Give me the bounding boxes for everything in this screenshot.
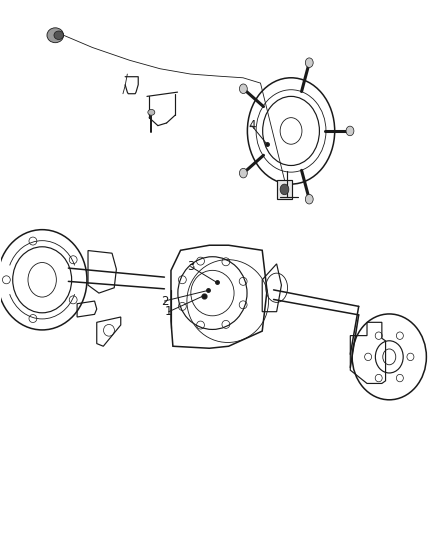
Text: 3: 3 <box>187 260 194 273</box>
Ellipse shape <box>54 31 64 39</box>
Text: 2: 2 <box>161 295 168 308</box>
Ellipse shape <box>240 168 247 178</box>
Ellipse shape <box>47 28 64 43</box>
Ellipse shape <box>240 84 247 93</box>
Ellipse shape <box>305 58 313 68</box>
Text: 4: 4 <box>248 119 255 132</box>
Text: 1: 1 <box>165 305 173 318</box>
Ellipse shape <box>280 184 289 195</box>
Ellipse shape <box>346 126 354 136</box>
Polygon shape <box>277 180 292 199</box>
Ellipse shape <box>148 109 155 115</box>
Ellipse shape <box>305 195 313 204</box>
